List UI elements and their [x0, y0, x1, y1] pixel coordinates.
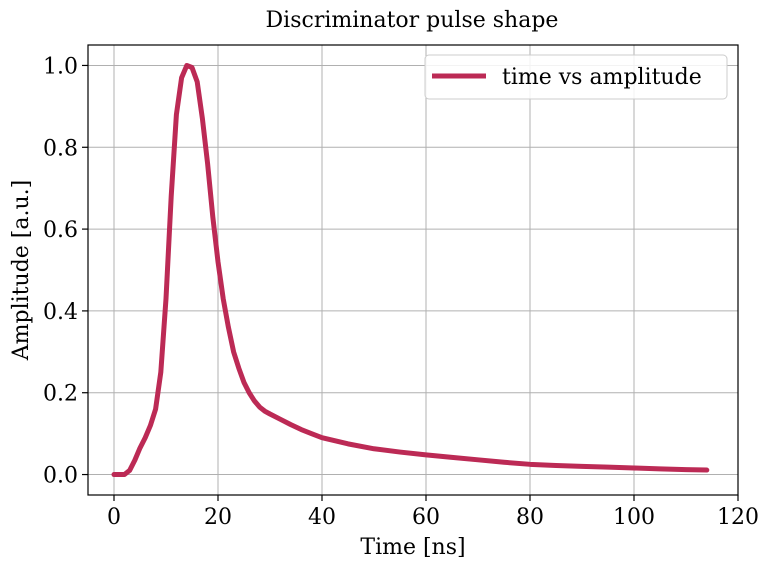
series-line	[111, 62, 710, 478]
x-tick-label: 120	[717, 505, 759, 530]
legend-box	[424, 54, 728, 100]
y-tick-label: 0.8	[43, 136, 78, 161]
y-tick-label: 0.0	[43, 464, 78, 489]
legend: time vs amplitude	[424, 54, 728, 100]
y-tick-label: 1.0	[43, 54, 78, 79]
plot-background	[88, 45, 738, 495]
series-layer	[111, 62, 710, 478]
plot-frame	[87, 44, 739, 496]
x-tick-label: 20	[204, 505, 232, 530]
x-tick-label: 100	[613, 505, 655, 530]
x-axis-label: Time [ns]	[360, 535, 465, 560]
x-tick-label: 80	[516, 505, 544, 530]
x-tick-label: 60	[412, 505, 440, 530]
y-tick-label: 0.2	[43, 382, 78, 407]
x-tick-label: 0	[107, 505, 121, 530]
x-tick-label: 40	[308, 505, 336, 530]
chart-title: Discriminator pulse shape	[266, 8, 559, 33]
legend-label: time vs amplitude	[502, 65, 702, 90]
y-axis-label: Amplitude [a.u.]	[9, 180, 34, 361]
tick-layer: 0 20 40 60 80 100 120 0.0 0.2 0.4 0.6 0.8 1.0	[43, 54, 759, 530]
y-tick-label: 0.4	[43, 300, 78, 325]
y-tick-label: 0.6	[43, 218, 78, 243]
